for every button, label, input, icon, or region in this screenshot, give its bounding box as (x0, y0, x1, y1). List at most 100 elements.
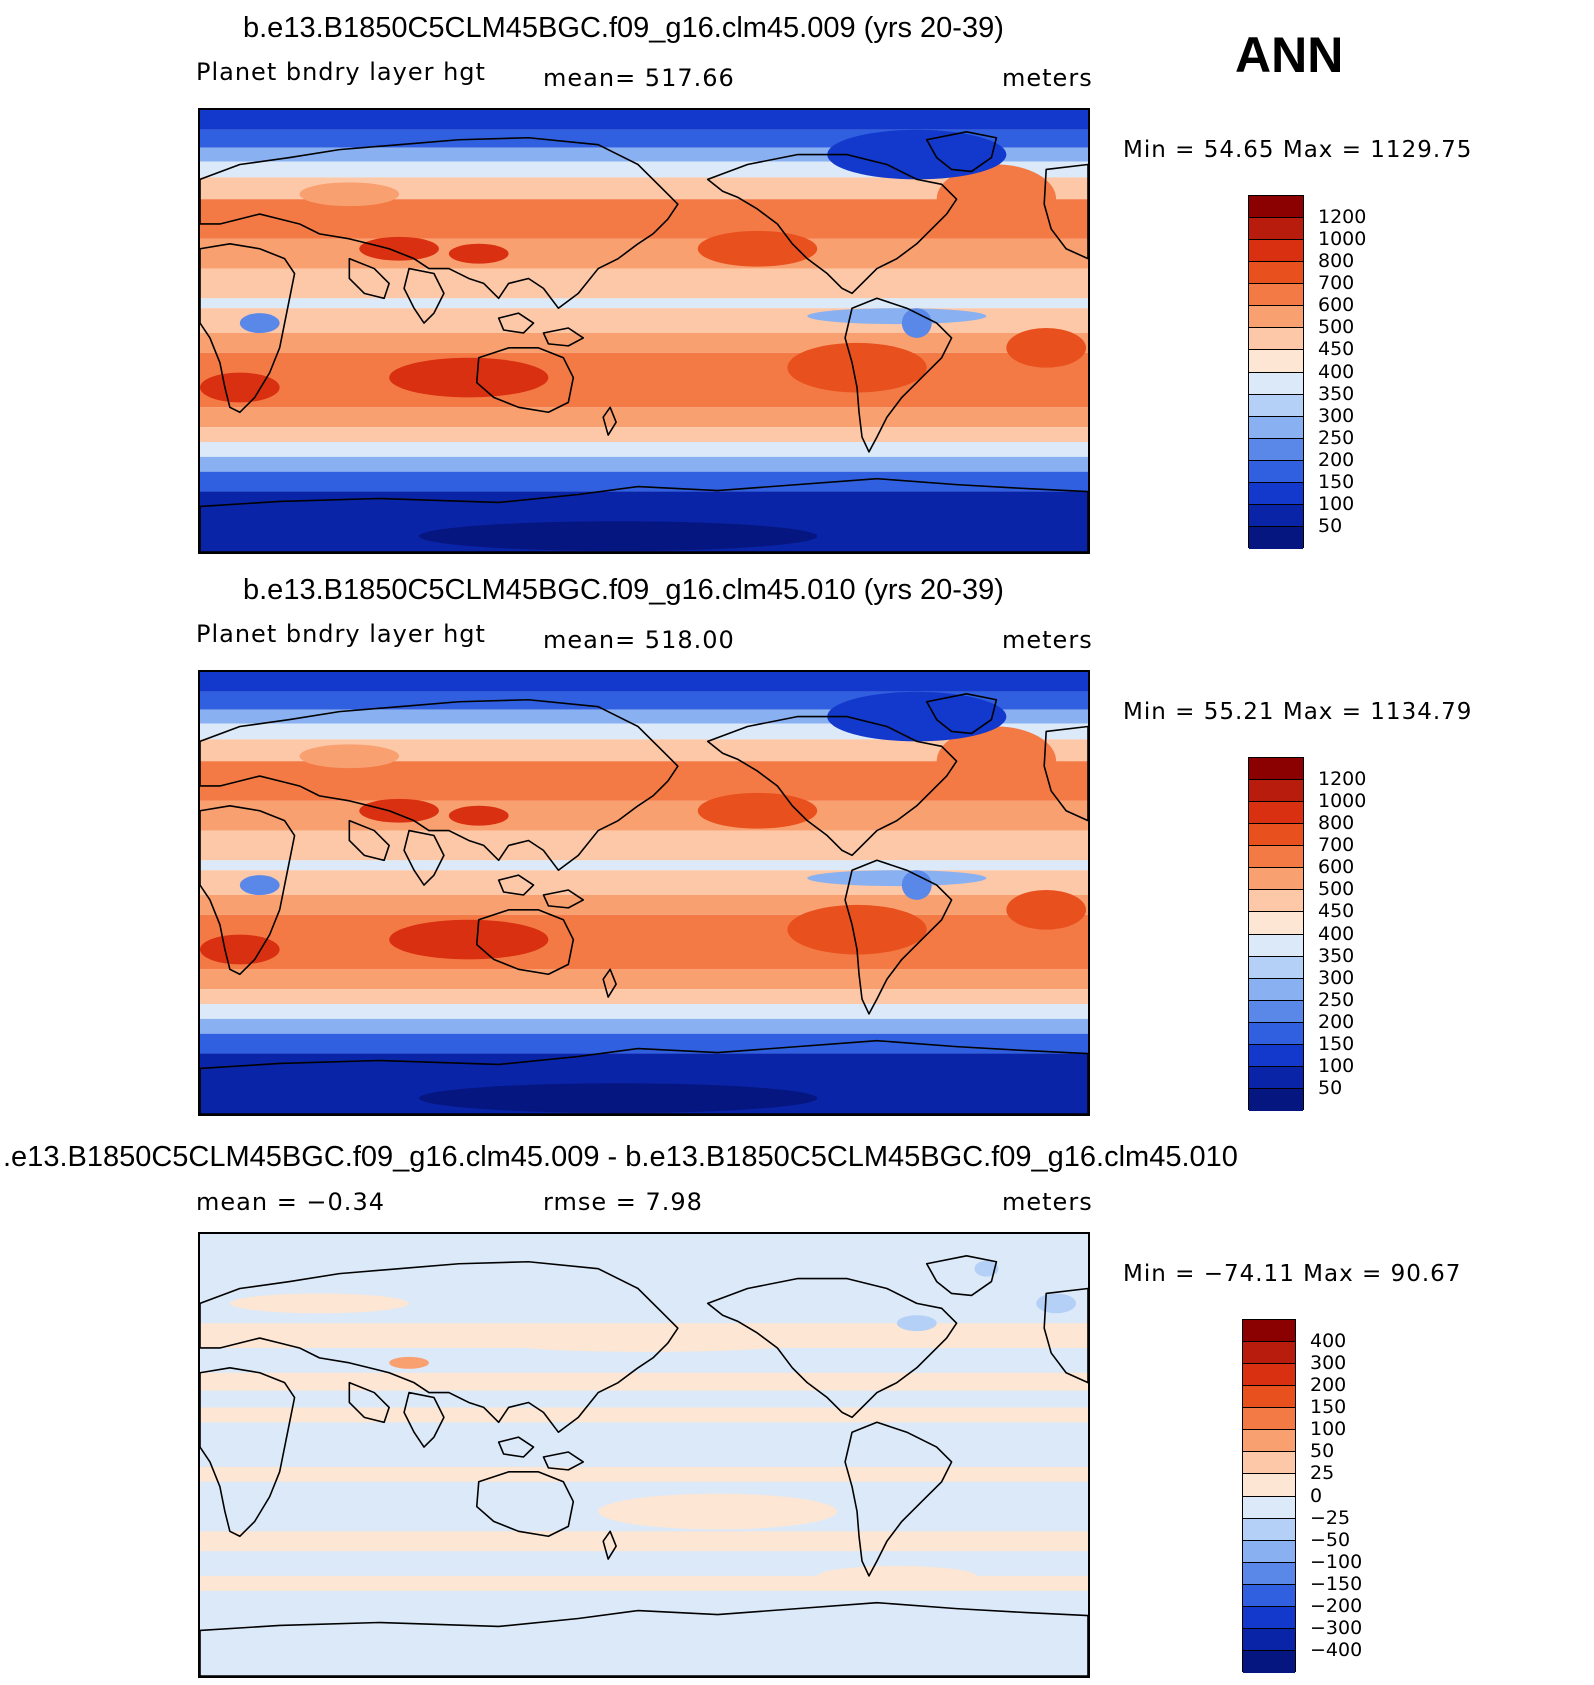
field-blob (827, 691, 1007, 742)
field-blob (419, 521, 818, 552)
field-band (200, 441, 1088, 457)
diff-blob (896, 1315, 937, 1332)
colorbar-label: 400 (1310, 1330, 1347, 1353)
colorbar-swatch (1243, 1628, 1295, 1651)
colorbar-swatch (1249, 284, 1303, 307)
field-band (200, 456, 1088, 472)
colorbar-label: 25 (1310, 1462, 1335, 1485)
colorbar-label: 250 (1318, 426, 1355, 449)
panel-3-map (198, 1232, 1090, 1678)
continent-outline (602, 406, 617, 436)
field-blob (389, 357, 549, 398)
field-band (200, 471, 1088, 492)
diff-blob (468, 1324, 828, 1352)
panel-1-colorbar (1248, 195, 1304, 549)
panel-2-units: meters (1002, 626, 1093, 654)
colorbar-label: 100 (1318, 492, 1355, 515)
field-blob (827, 129, 1007, 180)
continent-outline (348, 1381, 390, 1424)
continent-outline (925, 131, 998, 173)
colorbar-swatch (1249, 482, 1303, 505)
field-band (200, 969, 1088, 990)
colorbar-swatch (1249, 1088, 1303, 1111)
panel-3-title: .e13.B1850C5CLM45BGC.f09_g16.clm45.009 -… (3, 1141, 1238, 1173)
field-band (200, 914, 1088, 970)
colorbar-swatch (1249, 1022, 1303, 1045)
diff-band (200, 1407, 1088, 1423)
field-blob (1006, 328, 1087, 368)
field-blob (239, 875, 280, 895)
field-band (200, 407, 1088, 428)
panel-2-title: b.e13.B1850C5CLM45BGC.f09_g16.clm45.010 … (243, 574, 1004, 606)
panel-3-minmax: Min = −74.11 Max = 90.67 (1123, 1261, 1462, 1287)
colorbar-label: 200 (1318, 448, 1355, 471)
continent-outline (497, 874, 535, 896)
colorbar-swatch (1249, 350, 1303, 373)
colorbar-swatch (1249, 218, 1303, 241)
continent-outline (200, 1039, 1088, 1114)
field-blob (807, 308, 987, 325)
field-blob (299, 744, 400, 769)
diff-blob (598, 1493, 838, 1530)
colorbar-label: 1000 (1318, 790, 1367, 813)
field-blob (200, 372, 280, 403)
colorbar-label: −300 (1310, 1616, 1363, 1639)
colorbar-label: 150 (1318, 470, 1355, 493)
colorbar-label: 250 (1318, 988, 1355, 1011)
colorbar-swatch (1249, 416, 1303, 439)
colorbar-swatch (1249, 758, 1303, 781)
panel-2-variable: Planet bndry layer hgt (196, 620, 486, 648)
colorbar-swatch (1243, 1496, 1295, 1519)
colorbar-label: 700 (1318, 272, 1355, 295)
colorbar-label: 500 (1318, 316, 1355, 339)
colorbar-label: 0 (1310, 1484, 1323, 1507)
diff-blob (1036, 1293, 1077, 1314)
field-blob (239, 313, 280, 333)
continent-outline (542, 1451, 585, 1471)
colorbar-swatch (1243, 1562, 1295, 1585)
panel-1-minmax: Min = 54.65 Max = 1129.75 (1123, 137, 1473, 163)
field-blob (807, 870, 987, 887)
colorbar-label: 50 (1310, 1440, 1335, 1463)
field-blob (697, 792, 818, 829)
field-blob (787, 342, 927, 393)
colorbar-swatch (1249, 780, 1303, 803)
colorbar-swatch (1249, 526, 1303, 549)
continent-outline (348, 819, 390, 862)
field-blob (697, 230, 818, 267)
colorbar-label: 200 (1318, 1010, 1355, 1033)
field-blob (200, 934, 280, 965)
field-band (200, 894, 1088, 915)
field-band (200, 352, 1088, 408)
colorbar-label: 800 (1318, 812, 1355, 835)
continent-outline (403, 267, 445, 324)
panel-2-map (198, 670, 1090, 1116)
colorbar-label: −25 (1310, 1506, 1351, 1529)
colorbar-label: 1000 (1318, 228, 1367, 251)
colorbar-swatch (1249, 846, 1303, 869)
colorbar-swatch (1243, 1452, 1295, 1475)
field-band (200, 800, 1088, 831)
colorbar-swatch (1249, 1000, 1303, 1023)
panel-3-units: meters (1002, 1188, 1093, 1216)
colorbar-swatch (1249, 460, 1303, 483)
colorbar-swatch (1243, 1606, 1295, 1629)
continent-outline (602, 968, 617, 998)
colorbar-label: 1200 (1318, 206, 1367, 229)
field-blob (787, 904, 927, 955)
continent-outline (348, 257, 390, 300)
panel-2-colorbar (1248, 757, 1304, 1111)
continent-outline (475, 1471, 575, 1538)
panel-1-map (198, 108, 1090, 554)
colorbar-label: 800 (1318, 250, 1355, 273)
field-blob (901, 870, 932, 900)
field-blob (448, 805, 509, 826)
diff-band (200, 1372, 1088, 1391)
continent-outline (706, 715, 958, 857)
field-band (200, 427, 1088, 442)
continent-outline (200, 698, 679, 871)
continent-outline (475, 909, 575, 976)
colorbar-label: 350 (1318, 944, 1355, 967)
colorbar-label: 700 (1318, 834, 1355, 857)
colorbar-label: 450 (1318, 338, 1355, 361)
